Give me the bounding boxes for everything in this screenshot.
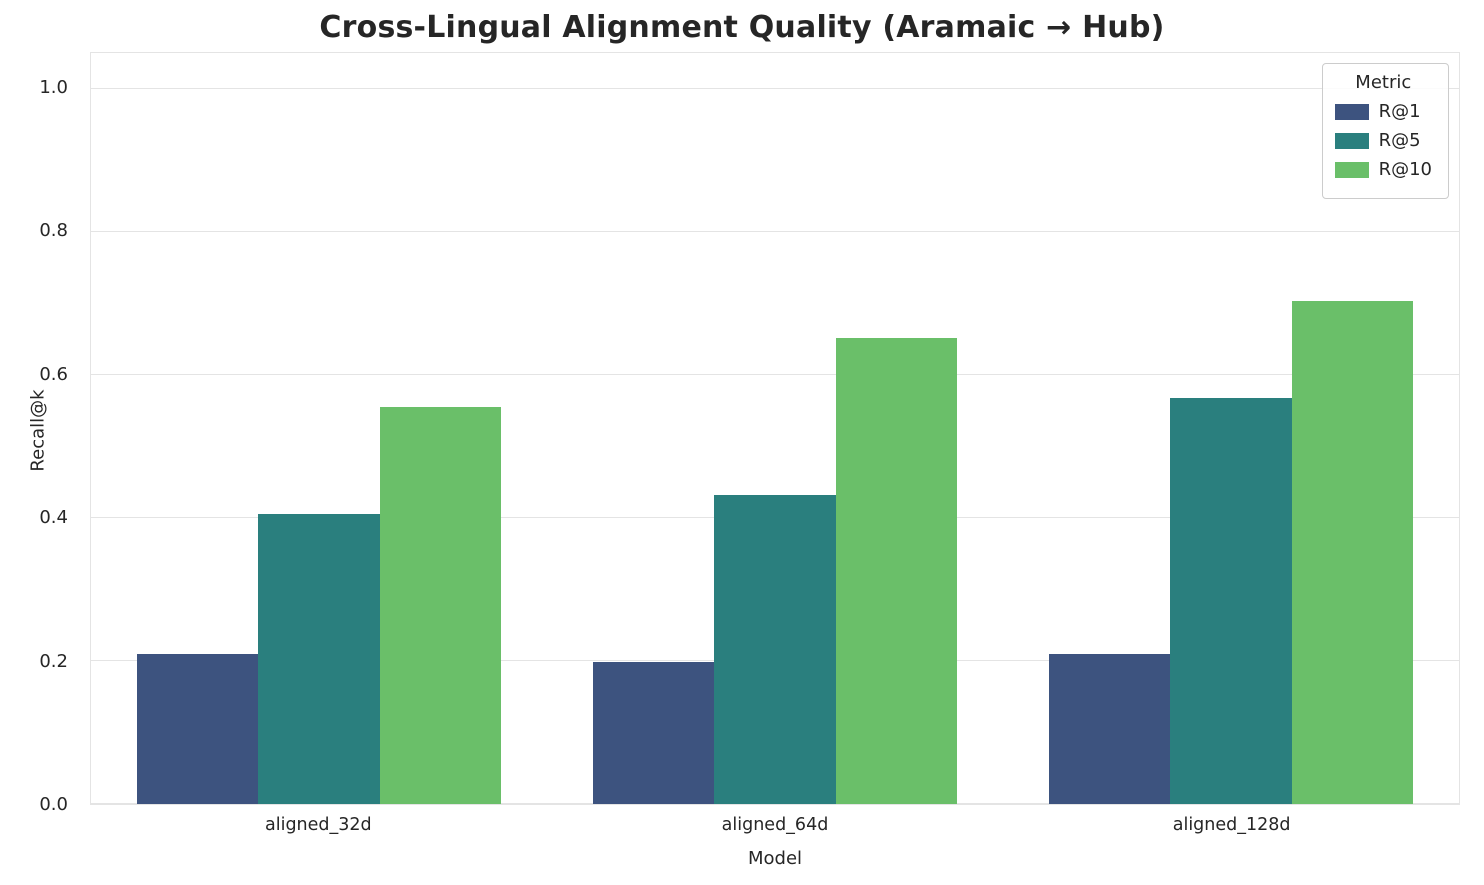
bar-R@10-aligned_64d [835,337,958,804]
bar-R@1-aligned_32d [136,653,259,804]
y-axis-ticks: 0.0 0.2 0.4 0.6 0.8 1.0 [0,52,80,813]
y-tick-label: 0.6 [39,363,68,385]
x-axis-label: Model [747,848,803,869]
legend-entry: R@1 [1334,101,1432,122]
bar-group-aligned_64d [547,53,1003,804]
bar-R@1-aligned_128d [1048,653,1171,804]
y-tick-label: 0.8 [39,220,68,242]
bar-R@5-aligned_64d [714,495,836,804]
legend-swatch-r10 [1334,161,1369,178]
x-tick-label: aligned_128d [1172,815,1291,835]
chart-title: Cross-Lingual Alignment Quality (Aramaic… [319,10,1165,45]
legend-swatch-r5 [1334,132,1369,149]
legend-entry: R@10 [1334,159,1432,180]
legend-title: Metric [1355,72,1412,93]
plot-area: Metric R@1 R@5 R@10 [90,52,1460,805]
bar-R@1-aligned_64d [592,662,715,804]
y-tick-label: 1.0 [39,76,68,98]
y-tick-label: 0.4 [39,507,68,529]
bar-R@10-aligned_128d [1291,301,1414,804]
x-tick-label: aligned_64d [721,815,829,835]
gridline [91,373,1459,375]
legend-label: R@1 [1378,101,1421,122]
legend: Metric R@1 R@5 R@10 [1321,63,1449,199]
x-tick-label: aligned_32d [265,815,372,835]
legend-label: R@10 [1378,159,1432,180]
x-axis-ticks: aligned_32d aligned_64d aligned_128d [90,815,1460,835]
y-tick-label: 0.2 [39,650,68,672]
bar-group-aligned_128d [1003,53,1459,804]
y-tick-label: 0.0 [39,794,68,815]
legend-swatch-r1 [1334,103,1369,120]
legend-entry: R@5 [1334,130,1432,151]
gridline [91,230,1459,232]
bar-R@5-aligned_32d [258,513,380,804]
bar-R@5-aligned_128d [1170,398,1292,804]
legend-label: R@5 [1378,130,1421,151]
bar-group-aligned_32d [91,53,547,804]
gridline [91,87,1459,89]
bar-R@10-aligned_32d [379,407,502,804]
bar-groups [91,53,1459,804]
